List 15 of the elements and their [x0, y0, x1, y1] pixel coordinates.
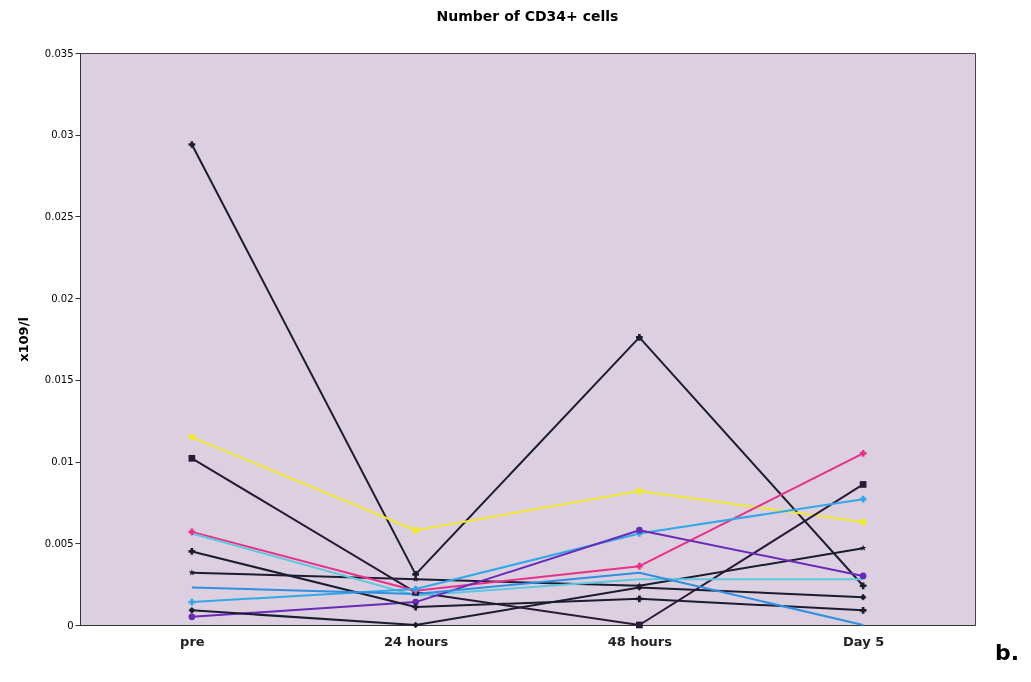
- y-tick-label: 0.02: [51, 292, 74, 304]
- y-tick-label: 0.01: [51, 456, 74, 468]
- x-tick-label: 48 hours: [607, 633, 673, 649]
- y-tick-label: 0.005: [44, 537, 74, 549]
- text: b.: [994, 640, 1019, 665]
- y-tick-label: 0.015: [44, 374, 74, 386]
- y-tick-label: 0.025: [44, 210, 74, 222]
- chart-title: Number of CD34+ cells: [436, 8, 619, 24]
- x-tick-label: Day 5: [843, 633, 885, 649]
- y-tick-label: 0: [67, 619, 74, 631]
- y-axis-title: x109/l: [15, 317, 31, 362]
- y-tick-label: 0.035: [44, 47, 74, 59]
- x-tick-label: pre: [180, 633, 205, 649]
- y-tick-label: 0.03: [51, 129, 74, 141]
- x-tick-label: 24 hours: [384, 633, 449, 649]
